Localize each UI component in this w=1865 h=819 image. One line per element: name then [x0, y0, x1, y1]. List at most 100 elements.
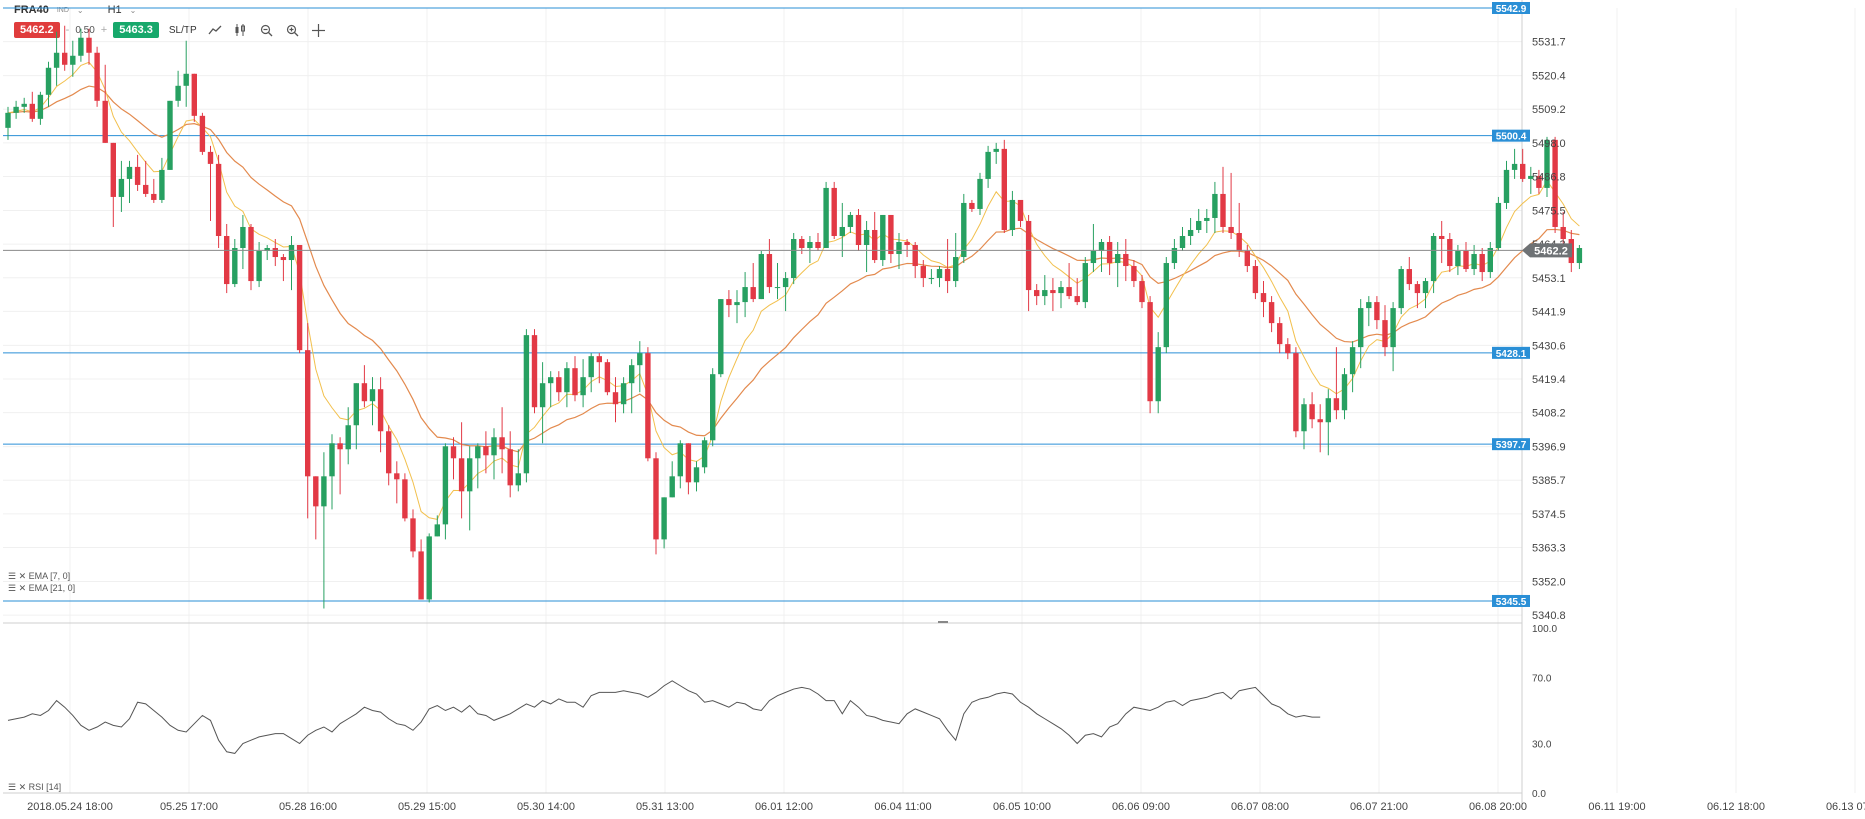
ema-fast-line [7, 61, 1580, 520]
candle [337, 437, 343, 495]
zoom-in-icon[interactable] [285, 23, 301, 37]
candle [45, 61, 52, 107]
candle-body [1333, 398, 1340, 411]
candle [467, 446, 473, 531]
timeframe-select[interactable]: H1 [107, 4, 122, 16]
candle-body [1196, 220, 1202, 230]
candle-body [175, 85, 181, 101]
y-tick-label: 5363.3 [1532, 543, 1566, 555]
current-price-tag: 5462.2 [1522, 243, 1572, 258]
sell-button[interactable]: 5462.2 [14, 22, 60, 38]
candle-body [1390, 308, 1396, 348]
candle [1576, 245, 1583, 270]
zoom-out-icon[interactable] [259, 23, 275, 37]
candle [1341, 368, 1348, 420]
candle [62, 25, 68, 71]
sltp-button[interactable]: SL/TP [168, 24, 197, 36]
candle-body [701, 440, 708, 468]
candle [1236, 202, 1242, 258]
candle-body [1244, 251, 1250, 267]
candle-body [394, 473, 400, 480]
ema-fast-legend[interactable]: ☰ ✕ EMA [7, 0] [8, 571, 70, 582]
candle [758, 251, 764, 300]
candle-body [742, 287, 748, 303]
candle [880, 214, 886, 267]
candle [1439, 220, 1445, 264]
ema-slow-legend[interactable]: ☰ ✕ EMA [21, 0] [8, 583, 75, 594]
candle [1244, 245, 1250, 273]
decrease-quantity-button[interactable]: - [65, 24, 70, 36]
candle-body [1042, 290, 1048, 297]
candle-body [734, 302, 740, 306]
candles-icon[interactable] [233, 23, 249, 37]
menu-icon[interactable]: ☰ [8, 583, 17, 593]
candle [1187, 217, 1194, 246]
symbol-dropdown-icon[interactable]: ⌄ [76, 5, 84, 15]
candle [1390, 302, 1396, 372]
symbol-name[interactable]: FRA40 [14, 4, 49, 16]
candle-body [888, 214, 894, 255]
menu-icon[interactable]: ☰ [8, 782, 17, 792]
candle-body [507, 449, 513, 486]
level-tag-box [1492, 438, 1530, 451]
candle [750, 263, 756, 303]
candle [1204, 208, 1210, 233]
candle [888, 214, 894, 264]
candle [21, 97, 27, 113]
crosshair-icon[interactable] [311, 23, 327, 37]
candle [151, 178, 157, 203]
y-tick-label: 5453.1 [1532, 273, 1566, 285]
candle-body [1430, 235, 1437, 282]
candle [507, 431, 513, 498]
buy-button[interactable]: 5463.3 [113, 22, 159, 38]
candle-body [944, 269, 951, 282]
candle [604, 359, 611, 396]
candle-body [1528, 175, 1534, 179]
level-tag-box [1492, 346, 1530, 359]
candle-body [880, 214, 886, 261]
level-price-tag: 5397.7 [1492, 438, 1530, 451]
candle-body [256, 251, 262, 282]
candle-body [1066, 287, 1072, 297]
candle [1398, 266, 1404, 315]
candle-body [928, 278, 935, 280]
candle-body [596, 356, 602, 363]
rsi-legend[interactable]: ☰ ✕ RSI [14] [8, 782, 61, 793]
candle [629, 359, 635, 414]
candle-body [1204, 217, 1210, 221]
close-icon[interactable]: ✕ [18, 782, 27, 792]
x-tick-label: 06.05 10:00 [993, 801, 1051, 813]
current-price-tag-text: 5462.2 [1534, 245, 1568, 257]
line-chart-icon[interactable] [207, 23, 223, 37]
candle-body [726, 299, 732, 306]
candle [1520, 148, 1526, 182]
candle [953, 232, 959, 288]
candle-body [483, 446, 489, 456]
candle-body [62, 52, 68, 65]
candle [653, 452, 659, 555]
close-icon[interactable]: ✕ [18, 583, 27, 593]
close-icon[interactable]: ✕ [18, 571, 27, 581]
candle-body [1495, 202, 1502, 249]
candle [1406, 257, 1412, 291]
candle [1066, 263, 1072, 300]
candle-body [961, 202, 967, 258]
level-tag-box [1492, 594, 1530, 607]
candle [102, 64, 108, 143]
candle [313, 476, 319, 540]
timeframe-dropdown-icon[interactable]: ⌄ [129, 5, 137, 15]
menu-icon[interactable]: ☰ [8, 571, 17, 581]
candle [1147, 296, 1153, 414]
quantity-input[interactable]: 0.50 [75, 24, 95, 36]
candle [1017, 199, 1024, 227]
candle-body [467, 458, 473, 492]
candle-body [1552, 139, 1558, 227]
candle-body [442, 446, 449, 525]
rsi-tick-label: 30.0 [1532, 740, 1552, 751]
candle-body [491, 437, 497, 456]
candle-body [126, 166, 133, 179]
increase-quantity-button[interactable]: + [100, 24, 108, 36]
candle [693, 461, 700, 492]
x-tick-label: 05.29 15:00 [398, 801, 456, 813]
